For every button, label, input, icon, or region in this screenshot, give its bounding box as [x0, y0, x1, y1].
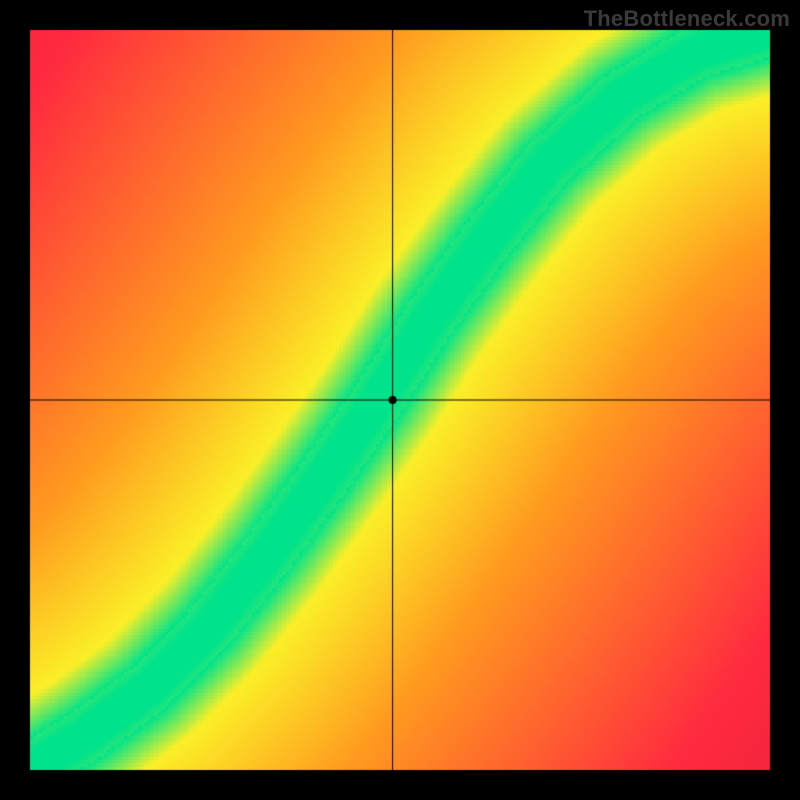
heatmap-container: TheBottleneck.com — [0, 0, 800, 800]
bottleneck-heatmap — [0, 0, 800, 800]
watermark-text: TheBottleneck.com — [584, 6, 790, 32]
